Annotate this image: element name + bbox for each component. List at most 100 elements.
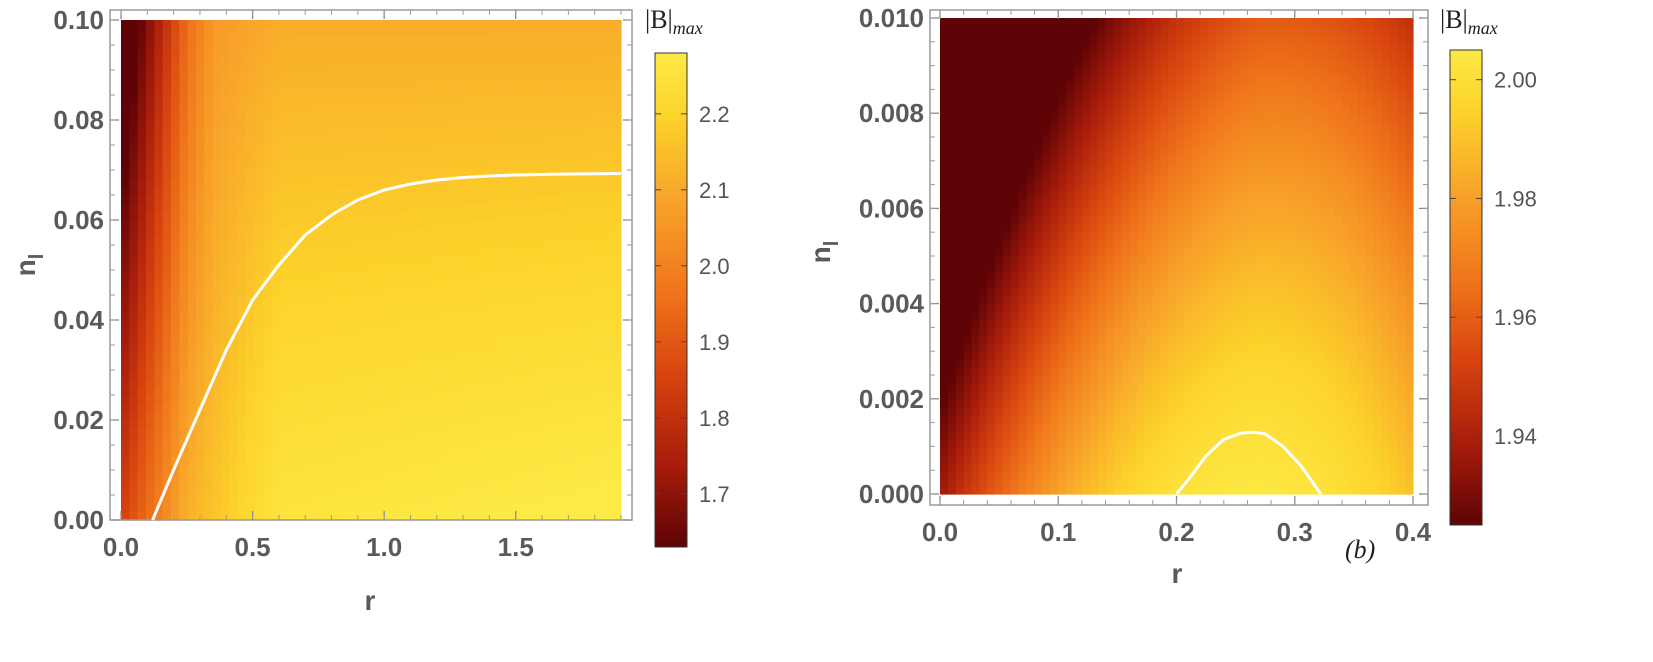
heatmap-cell <box>321 178 330 188</box>
heatmap-cell <box>546 236 555 246</box>
heatmap-cell <box>604 403 614 413</box>
heatmap-cell <box>1066 343 1075 352</box>
heatmap-cell <box>312 411 322 421</box>
heatmap-cell <box>940 263 949 273</box>
heatmap-cell <box>587 320 597 329</box>
heatmap-cell <box>121 45 130 54</box>
heatmap-cell <box>312 86 322 96</box>
heatmap-cell <box>454 403 464 413</box>
heatmap-cell <box>246 186 255 196</box>
heatmap-cell <box>404 236 414 246</box>
heatmap-cell <box>1026 144 1036 154</box>
heatmap-cell <box>262 120 272 129</box>
heatmap-cell <box>496 320 505 329</box>
heatmap-cell <box>462 20 472 29</box>
heatmap-cell <box>137 203 147 213</box>
heatmap-cell <box>1003 113 1012 122</box>
heatmap-cell <box>979 57 988 67</box>
heatmap-cell <box>529 261 539 271</box>
heatmap-cell <box>246 111 255 121</box>
heatmap-cell <box>496 295 505 304</box>
heatmap-cell <box>179 361 189 371</box>
heatmap-cell <box>354 78 364 88</box>
heatmap-cell <box>404 228 414 238</box>
heatmap-cell <box>321 403 330 413</box>
heatmap-cell <box>1050 240 1059 249</box>
y-tick-label: 0.06 <box>53 205 104 235</box>
heatmap-cell <box>287 70 297 79</box>
heatmap-cell <box>1003 295 1012 305</box>
heatmap-cell <box>1074 343 1083 352</box>
heatmap-cell <box>321 161 330 171</box>
heatmap-cell <box>995 256 1004 265</box>
heatmap-cell <box>371 178 380 188</box>
heatmap-cell <box>137 195 147 204</box>
heatmap-cell <box>1081 97 1091 106</box>
heatmap-cell <box>304 153 314 163</box>
heatmap-cell <box>221 220 230 229</box>
heatmap-cell <box>171 203 180 213</box>
heatmap-cell <box>612 220 622 229</box>
heatmap-cell <box>971 359 981 368</box>
heatmap-cell <box>1066 303 1075 313</box>
heatmap-cell <box>987 462 996 471</box>
heatmap-cell <box>512 295 522 304</box>
heatmap-cell <box>171 328 180 338</box>
heatmap-cell <box>346 28 355 38</box>
heatmap-cell <box>212 78 222 88</box>
heatmap-cell <box>537 236 547 246</box>
heatmap-cell <box>571 411 580 421</box>
heatmap-cell <box>362 453 372 463</box>
heatmap-cell <box>204 411 214 421</box>
heatmap-cell <box>154 153 164 163</box>
heatmap-cell <box>171 470 180 479</box>
heatmap-cell <box>1081 18 1091 27</box>
heatmap-cell <box>221 36 230 46</box>
heatmap-cell <box>204 345 214 354</box>
heatmap-cell <box>963 303 973 313</box>
heatmap-cell <box>146 253 155 263</box>
heatmap-cell <box>987 406 996 416</box>
heatmap-cell <box>562 186 572 196</box>
heatmap-cell <box>421 161 430 171</box>
heatmap-cell <box>354 270 364 279</box>
heatmap-cell <box>604 428 614 438</box>
heatmap-cell <box>304 53 314 63</box>
heatmap-cell <box>421 261 430 271</box>
heatmap-cell <box>1089 49 1099 59</box>
heatmap-cell <box>221 286 230 296</box>
heatmap-cell <box>337 36 347 46</box>
heatmap-cell <box>1089 287 1099 297</box>
heatmap-cell <box>521 95 530 104</box>
heatmap-cell <box>246 253 255 263</box>
heatmap-cell <box>1042 144 1051 154</box>
heatmap-cell <box>504 195 514 204</box>
heatmap-cell <box>947 25 957 35</box>
heatmap-cell <box>396 378 405 388</box>
heatmap-cell <box>279 445 289 454</box>
heatmap-cell <box>329 511 339 521</box>
heatmap-cell <box>204 261 214 271</box>
heatmap-cell <box>521 20 530 29</box>
heatmap-cell <box>1089 319 1099 328</box>
heatmap-cell <box>454 170 464 179</box>
heatmap-cell <box>612 453 622 463</box>
heatmap-cell <box>429 161 439 171</box>
heatmap-cell <box>454 445 464 454</box>
heatmap-cell <box>487 336 497 346</box>
heatmap-cell <box>1081 335 1091 344</box>
heatmap-cell <box>971 168 981 178</box>
heatmap-cell <box>1026 216 1036 225</box>
heatmap-cell <box>554 95 564 104</box>
heatmap-cell <box>471 245 480 254</box>
heatmap-cell <box>246 378 255 388</box>
heatmap-cell <box>571 361 580 371</box>
heatmap-cell <box>262 36 272 46</box>
heatmap-cell <box>537 295 547 304</box>
heatmap-cell <box>454 136 464 146</box>
heatmap-cell <box>487 361 497 371</box>
heatmap-cell <box>279 353 289 363</box>
heatmap-cell <box>121 478 130 488</box>
heatmap-cell <box>554 311 564 321</box>
heatmap-cell <box>979 89 988 98</box>
